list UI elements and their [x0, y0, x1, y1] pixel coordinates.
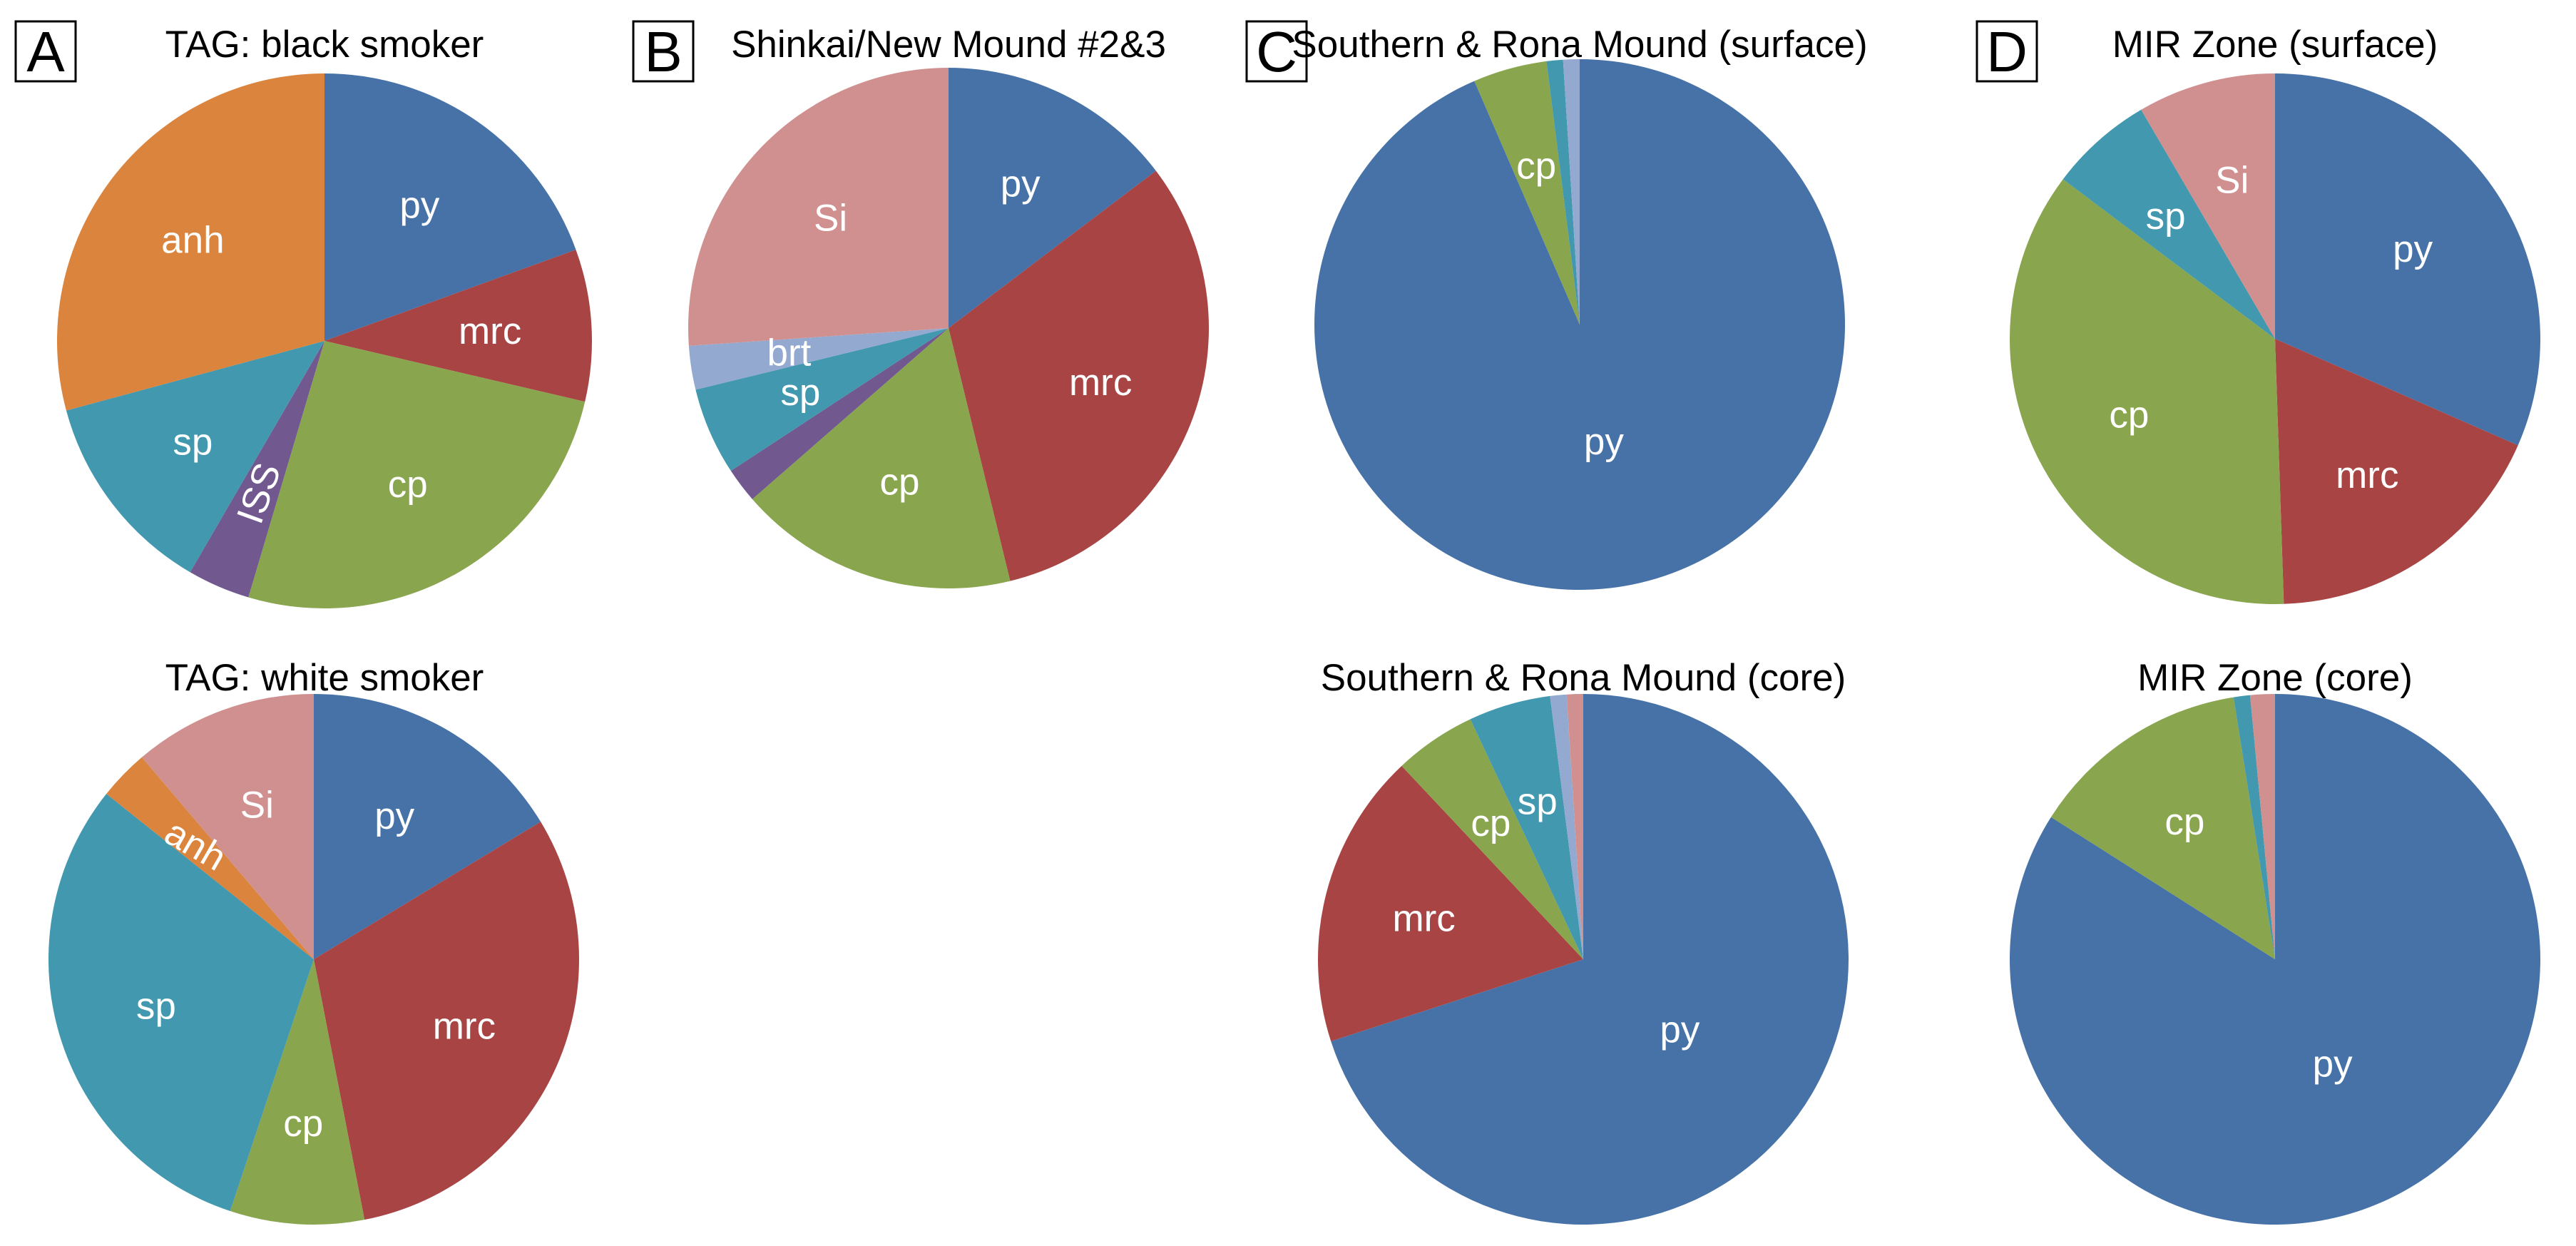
- pie-slice-iss: [730, 328, 949, 499]
- pie-slice-label-cp: cp: [2109, 394, 2149, 436]
- pie-slice-cp: [1401, 719, 1583, 959]
- pie-slice-label-cp: cp: [1516, 145, 1556, 188]
- pie-slice-cp: [248, 341, 586, 608]
- pie-slice-label-py: py: [1584, 421, 1624, 463]
- pie-slice-py: [314, 694, 541, 959]
- pie-slice-sp: [1546, 59, 1580, 325]
- pie-slice-py: [1314, 59, 1846, 590]
- pie-slice-mrc: [949, 170, 1209, 581]
- pie-title-mir-zone-core: MIR Zone (core): [2137, 657, 2413, 699]
- panel-label-a: A: [14, 20, 77, 83]
- pie-slice-label-py: py: [1660, 1008, 1700, 1051]
- pie-title-southern-rona-core: Southern & Rona Mound (core): [1321, 657, 1846, 699]
- pie-title-tag-black-smoker: TAG: black smoker: [165, 24, 484, 66]
- pie-slice-label-sp: sp: [2146, 195, 2186, 238]
- panel-label-a-box: [14, 20, 77, 83]
- pie-slice-iss: [190, 341, 324, 598]
- panel-label-c-text: C: [1256, 20, 1297, 83]
- pie-slice-cp: [1474, 61, 1580, 325]
- pie-chart-mir-zone-core: MIR Zone (core) py cp: [2009, 657, 2540, 1225]
- pie-slice-label-mrc: mrc: [459, 310, 521, 352]
- pie-slice-label-py: py: [374, 795, 414, 837]
- pie-slice-anh: [106, 757, 314, 959]
- pie-slice-py: [2275, 73, 2541, 446]
- pie-slice-cp: [2009, 179, 2284, 605]
- pie-slice-label-cp: cp: [880, 461, 920, 504]
- pie-slice-label-sp: sp: [780, 372, 820, 414]
- panel-label-d: D: [1976, 20, 2038, 83]
- pie-slice-label-mrc: mrc: [1392, 898, 1455, 940]
- pie-slice-label-py: py: [2393, 228, 2433, 270]
- pie-slice-py: [949, 68, 1156, 328]
- pie-slice-label-cp: cp: [1471, 802, 1511, 844]
- pie-slice-mrc: [1318, 765, 1583, 1041]
- pie-slice-si: [2141, 73, 2275, 339]
- panel-label-b-text: B: [644, 20, 682, 83]
- pie-slice-cp: [2050, 697, 2275, 959]
- pie-slice-cp: [752, 328, 1011, 588]
- pie-slice-label-sp: sp: [173, 421, 213, 463]
- pie-slice-anh: [57, 73, 325, 411]
- pie-slice-sp: [48, 794, 315, 1212]
- pie-title-shinkai-new-mound: Shinkai/New Mound #2&3: [731, 24, 1166, 66]
- pie-slice-label-mrc: mrc: [433, 1005, 496, 1047]
- pie-slice-mrc: [324, 250, 593, 402]
- pie-slice-label-py: py: [2313, 1043, 2353, 1086]
- pie-slice-label-cp: cp: [388, 464, 428, 506]
- pie-slice-brt: [1563, 58, 1580, 325]
- pie-slice-mrc: [314, 822, 579, 1220]
- pie-slice-label-sp: sp: [136, 986, 176, 1028]
- pie-slice-label-anh: anh: [161, 220, 224, 262]
- panel-label-c-box: [1245, 20, 1308, 83]
- pie-slice-label-brt: brt: [767, 332, 811, 374]
- pie-slice-label-sp: sp: [1518, 781, 1558, 823]
- pie-slice-py: [2009, 694, 2540, 1225]
- pie-slice-label-mrc: mrc: [2336, 454, 2398, 496]
- pie-slice-sp: [695, 328, 949, 471]
- pie-slice-sp: [2063, 109, 2275, 339]
- pie-slice-label-si: Si: [2215, 159, 2249, 201]
- pie-slice-si: [688, 68, 949, 346]
- panel-label-b: B: [632, 20, 695, 83]
- pie-slice-label-cp: cp: [283, 1103, 323, 1145]
- pie-slice-cp: [230, 959, 365, 1225]
- pie-slice-brt: [688, 328, 949, 390]
- pie-slice-py: [324, 73, 576, 341]
- panel-label-c: C: [1245, 20, 1308, 83]
- pie-slice-si: [1566, 694, 1583, 959]
- pie-title-southern-rona-surface: Southern & Rona Mound (surface): [1292, 24, 1867, 66]
- pie-title-mir-zone-surface: MIR Zone (surface): [2112, 24, 2438, 66]
- panel-label-d-box: [1976, 20, 2038, 83]
- panel-label-d-text: D: [1986, 20, 2028, 83]
- panel-label-a-text: A: [26, 20, 65, 83]
- pie-slice-si: [2249, 693, 2275, 959]
- pie-slice-label-cp: cp: [2164, 801, 2204, 843]
- pie-slice-si: [141, 694, 314, 959]
- pie-chart-southern-rona-surface: Southern & Rona Mound (surface) py cp: [1292, 24, 1868, 590]
- pie-slice-mrc: [2275, 339, 2518, 604]
- pie-slice-sp: [1470, 695, 1583, 959]
- pie-slice-label-mrc: mrc: [1069, 362, 1132, 404]
- pie-slice-py: [1331, 693, 1849, 1225]
- pie-slice-label-si: Si: [814, 198, 847, 240]
- pie-slice-brt: [1550, 694, 1583, 959]
- panel-label-b-box: [632, 20, 695, 83]
- pie-chart-mir-zone-surface: MIR Zone (surface) py mrc cp sp Si: [2009, 24, 2541, 605]
- pie-slice-label-si: Si: [240, 785, 274, 827]
- pie-slice-label-py: py: [399, 185, 439, 227]
- pie-title-tag-white-smoker: TAG: white smoker: [165, 657, 484, 699]
- pie-slice-sp: [66, 341, 325, 573]
- pie-slice-label-py: py: [1001, 163, 1041, 205]
- pie-slice-sp: [2233, 695, 2275, 959]
